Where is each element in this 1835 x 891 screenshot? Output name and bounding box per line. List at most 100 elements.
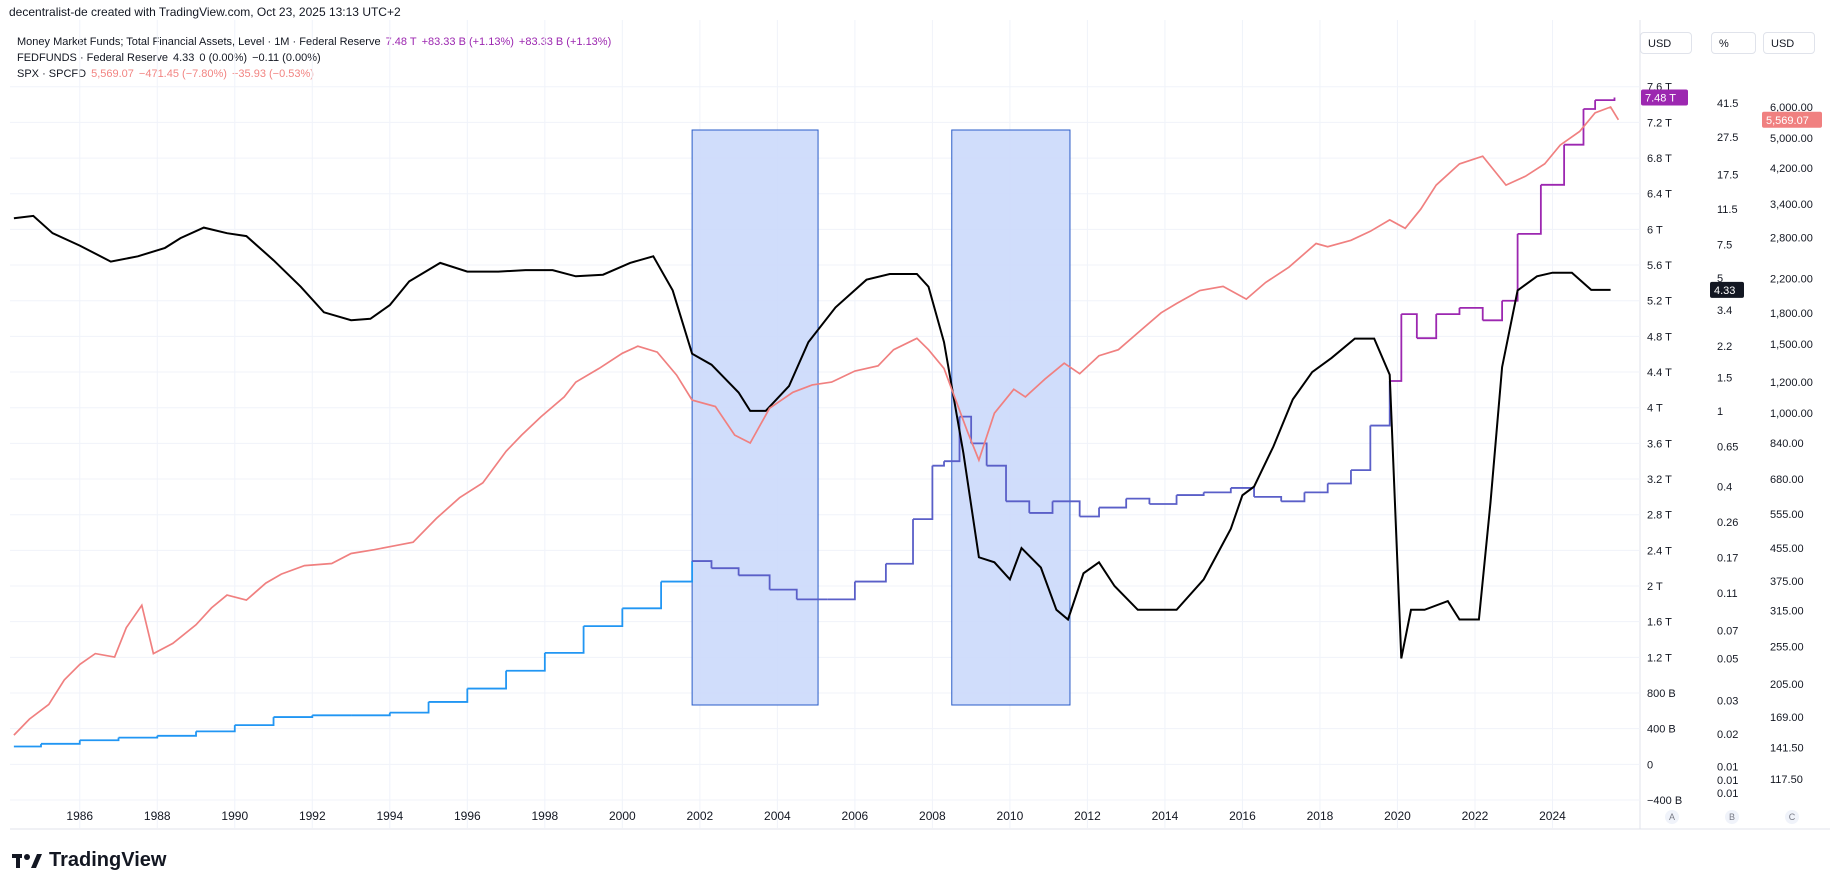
mmf-series-line <box>1126 497 1151 504</box>
y-axis-c-tick: 840.00 <box>1770 438 1804 450</box>
axis-a-currency-button[interactable]: USD <box>1640 32 1692 54</box>
y-axis-a-tick: 6.8 T <box>1647 153 1672 165</box>
last-value-badge-a-bg <box>1641 89 1688 106</box>
y-axis-c-tick: 1,200.00 <box>1770 377 1813 389</box>
mmf-series-line <box>41 740 81 745</box>
mmf-series-line <box>1230 487 1255 497</box>
legend-value: 5,569.07 <box>91 68 134 80</box>
mmf-series-line <box>1176 492 1205 496</box>
y-axis-b-tick: 0.01 <box>1717 788 1738 800</box>
y-axis-a-tick: 4.8 T <box>1647 331 1672 343</box>
mmf-series-line <box>1401 313 1418 339</box>
mmf-series-line <box>738 574 771 590</box>
y-axis-b-tick: 0.4 <box>1717 482 1732 494</box>
legend-value: 7.48 T <box>385 36 417 48</box>
y-axis-a-tick: 2.8 T <box>1647 510 1672 522</box>
x-axis: 1986 1988 1990 1992 1994 1996 1998 2000 2002 2004… <box>66 809 1566 823</box>
y-axis-a-tick: 1.2 T <box>1647 652 1672 664</box>
y-axis-c-tick: 455.00 <box>1770 543 1804 555</box>
x-tick-label: 2000 <box>609 809 636 823</box>
legend-change2: −0.11 (0.00%) <box>252 52 321 64</box>
mmf-series-line <box>1540 144 1566 186</box>
mmf-series-line <box>1583 100 1597 110</box>
mmf-series-line <box>506 652 546 672</box>
mmf-series-line <box>913 465 934 521</box>
axis-c-corner-label[interactable]: C <box>1785 810 1799 824</box>
y-axis-c-tick: 205.00 <box>1770 679 1804 691</box>
shaded-region <box>691 129 819 706</box>
mmf-series-line <box>1006 500 1031 513</box>
legend-value: 4.33 <box>172 52 195 64</box>
axis-a-corner-label[interactable]: A <box>1665 810 1679 824</box>
tradingview-brand[interactable]: TradingView <box>12 849 166 872</box>
mmf-series-line <box>234 717 275 727</box>
attribution-text: decentralist-de created with TradingView… <box>9 5 401 19</box>
y-axis-b-tick: 0.26 <box>1717 517 1738 529</box>
y-axis-a-tick: 0 <box>1647 759 1653 771</box>
y-axis-b-tick: 0.02 <box>1717 729 1738 741</box>
y-axis-a-tick: 7.2 T <box>1647 117 1672 129</box>
x-tick-label: 2002 <box>687 809 714 823</box>
mmf-series-line <box>971 442 988 466</box>
mmf-series-line <box>1436 307 1461 315</box>
mmf-series-line <box>1595 97 1616 102</box>
legend-change2: −35.93 (−0.53%) <box>231 68 314 80</box>
y-axis-c-tick: 1,000.00 <box>1770 408 1813 420</box>
x-tick-label: 2012 <box>1074 809 1101 823</box>
chart-grid <box>10 20 1830 830</box>
axis-b-unit-button[interactable]: % <box>1711 32 1756 54</box>
x-tick-label: 1988 <box>144 809 171 823</box>
mmf-series-line <box>1502 233 1519 302</box>
y-axis-b-tick: 0.07 <box>1717 626 1738 638</box>
mmf-series-line <box>711 567 740 576</box>
y-axis-b-tick: 0.11 <box>1717 588 1738 600</box>
mmf-series-line <box>428 688 469 703</box>
shaded-regions <box>691 129 1071 706</box>
mmf-series-line <box>118 735 159 739</box>
mmf-series-line <box>583 608 624 628</box>
y-axis-a-tick: 400 B <box>1647 724 1676 736</box>
legend-change: −471.45 (−7.80%) <box>138 68 227 80</box>
y-axis-a-tick: 1.6 T <box>1647 617 1672 629</box>
mmf-series-line <box>1370 380 1391 427</box>
mmf-series-line <box>467 670 507 690</box>
y-axis-c-tick: 2,800.00 <box>1770 232 1813 244</box>
last-value-badge-b: 4.33 <box>1714 285 1735 297</box>
y-axis-b-tick: 17.5 <box>1717 170 1738 182</box>
last-value-badge-a: 7.48 T <box>1645 92 1676 104</box>
axis-c-currency-button[interactable]: USD <box>1763 32 1815 54</box>
y-axis-a-tick: 6 T <box>1647 224 1663 236</box>
y-axis-a-tick: 2.4 T <box>1647 545 1672 557</box>
y-axis-b-tick: 1.5 <box>1717 372 1732 384</box>
last-value-badge-c-bg <box>1762 111 1822 128</box>
y-axis-c-tick: 375.00 <box>1770 576 1804 588</box>
x-tick-label: 1992 <box>299 809 326 823</box>
x-tick-label: 2016 <box>1229 809 1256 823</box>
y-axis-b-tick: 5 <box>1717 273 1723 285</box>
mmf-series-line <box>885 519 914 565</box>
legend-row[interactable]: SPX · SPCFD 5,569.07 −471.45 (−7.80%) −35.9… <box>17 66 616 82</box>
x-tick-label: 2004 <box>764 809 791 823</box>
y-axis-a-tick: 3.6 T <box>1647 438 1672 450</box>
y-axis-b: 41.5 27.5 17.5 11.5 7.5 5 3.4 2.2 1.5 1 0.65 0.4 0.2… <box>1717 98 1738 800</box>
mmf-series-line <box>1052 500 1081 517</box>
y-axis-b-tick: 0.03 <box>1717 696 1738 708</box>
mmf-series-line <box>1416 314 1438 340</box>
mmf-series-line <box>1459 306 1484 321</box>
y-axis-b-tick: 11.5 <box>1717 204 1738 216</box>
mmf-series-line <box>1304 483 1329 494</box>
mmf-series-line <box>389 701 430 714</box>
x-tick-label: 1990 <box>221 809 248 823</box>
y-axis-b-tick: 2.2 <box>1717 341 1732 353</box>
axis-b-corner-label[interactable]: B <box>1725 810 1739 824</box>
mmf-series-line <box>544 626 585 654</box>
y-axis-b-tick: 3.4 <box>1717 305 1732 317</box>
y-axis-c-tick: 1,500.00 <box>1770 339 1813 351</box>
legend-name: Money Market Funds; Total Financial Asse… <box>17 36 381 48</box>
last-value-badges: 7.48 T 4.33 5,569.07 <box>1641 89 1822 298</box>
y-axis-a-tick: 5.6 T <box>1647 260 1672 272</box>
x-tick-label: 1986 <box>66 809 93 823</box>
y-axis-b-tick: 1 <box>1717 406 1723 418</box>
mmf-series-line <box>157 731 197 737</box>
